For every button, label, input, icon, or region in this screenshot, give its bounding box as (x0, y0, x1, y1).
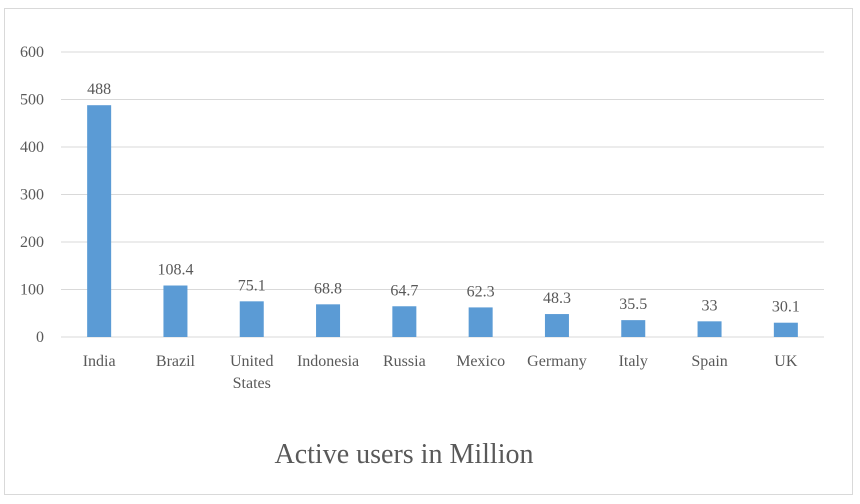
y-tick-label-0: 0 (36, 329, 44, 346)
data-label: 488 (87, 81, 111, 98)
x-tick-label: Russia (383, 353, 426, 370)
y-tick-label-600: 600 (20, 44, 44, 61)
x-tick-label: Mexico (456, 353, 505, 370)
bars (87, 105, 798, 337)
data-label: 30.1 (772, 299, 800, 316)
data-label: 35.5 (619, 296, 647, 313)
y-axis-ticks: 0 100 200 300 400 500 600 (20, 44, 44, 346)
bar-india (87, 105, 112, 337)
x-tick-label: UK (774, 353, 798, 370)
bar-brazil (163, 285, 188, 337)
bar-uk (773, 322, 798, 337)
bar-united-states (239, 301, 264, 337)
y-tick-label-100: 100 (20, 282, 44, 299)
x-tick-label: Germany (527, 353, 587, 370)
y-tick-label-300: 300 (20, 187, 44, 204)
x-tick-label: Spain (691, 353, 727, 370)
chart-title: Active users in Million (275, 439, 534, 470)
bar-russia (392, 306, 417, 337)
y-tick-label-400: 400 (20, 139, 44, 156)
x-tick-label: India (83, 353, 116, 370)
data-label: 64.7 (390, 282, 418, 299)
x-tick-label: Indonesia (297, 353, 359, 370)
bar-mexico (468, 307, 493, 337)
data-label: 75.1 (238, 277, 266, 294)
gridlines (61, 51, 824, 338)
data-labels: 488 108.4 75.1 68.8 64.7 62.3 48.3 35.5 33 30.1 (87, 81, 800, 316)
bar-germany (544, 314, 569, 337)
data-label: 108.4 (157, 262, 193, 279)
x-tick-label: United (230, 353, 274, 370)
y-tick-label-500: 500 (20, 92, 44, 109)
x-tick-label: Brazil (156, 353, 196, 370)
data-label: 48.3 (543, 290, 571, 307)
bar-indonesia (316, 304, 341, 337)
bar-italy (621, 320, 646, 337)
data-label: 68.8 (314, 280, 342, 297)
x-tick-label: Italy (619, 353, 648, 370)
bar-spain (697, 321, 722, 337)
chart-frame (4, 8, 853, 495)
y-tick-label-200: 200 (20, 234, 44, 251)
data-label: 33 (702, 297, 718, 314)
x-axis-labels: India Brazil United States Indonesia Russia Me… (83, 353, 798, 392)
x-tick-label: States (233, 375, 271, 392)
data-label: 62.3 (467, 283, 495, 300)
